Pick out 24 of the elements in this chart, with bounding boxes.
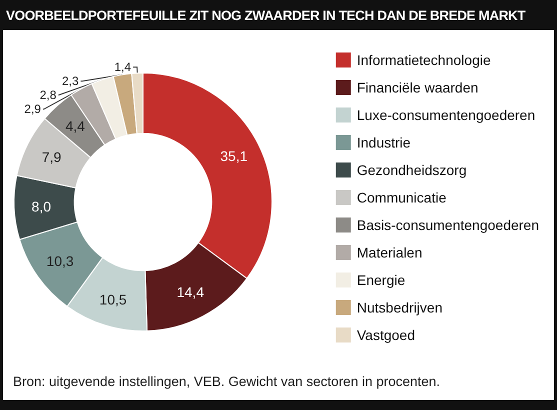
legend-label: Industrie <box>356 134 411 150</box>
data-label: 8,0 <box>32 198 52 214</box>
data-label: 2,8 <box>40 88 57 102</box>
data-label: 14,4 <box>176 284 204 300</box>
legend-label: Energie <box>356 272 406 288</box>
data-label: 2,9 <box>24 102 42 116</box>
data-label: 2,3 <box>62 74 80 88</box>
legend-label: Financiële waarden <box>356 80 478 96</box>
legend-label: Informatietechnologie <box>356 52 491 68</box>
data-label: 10,3 <box>46 253 74 270</box>
legend-label: Communicatie <box>356 190 447 206</box>
data-label: 1,4 <box>114 60 132 74</box>
chart-title: VOORBEELDPORTEFEUILLE ZIT NOG ZWAARDER IN TECH DAN DE BREDE MARKT <box>6 7 526 25</box>
data-label: 7,9 <box>42 149 62 166</box>
legend-label: Gezondheidszorg <box>356 162 467 178</box>
legend-label: Basis-consumentengoederen <box>356 217 540 233</box>
legend-label: Nutsbedrijven <box>356 300 442 316</box>
data-label: 35,1 <box>220 148 248 164</box>
data-label: 4,4 <box>65 118 86 134</box>
legend-label: Materialen <box>356 244 422 260</box>
legend-label: Luxe-consumentengoederen <box>356 107 536 123</box>
legend-label: Vastgoed <box>356 327 416 343</box>
text: Bron: uitgevende instellingen, VEB. Gewicht van sectoren in procenten. <box>13 374 440 389</box>
data-label: 10,5 <box>99 291 127 308</box>
